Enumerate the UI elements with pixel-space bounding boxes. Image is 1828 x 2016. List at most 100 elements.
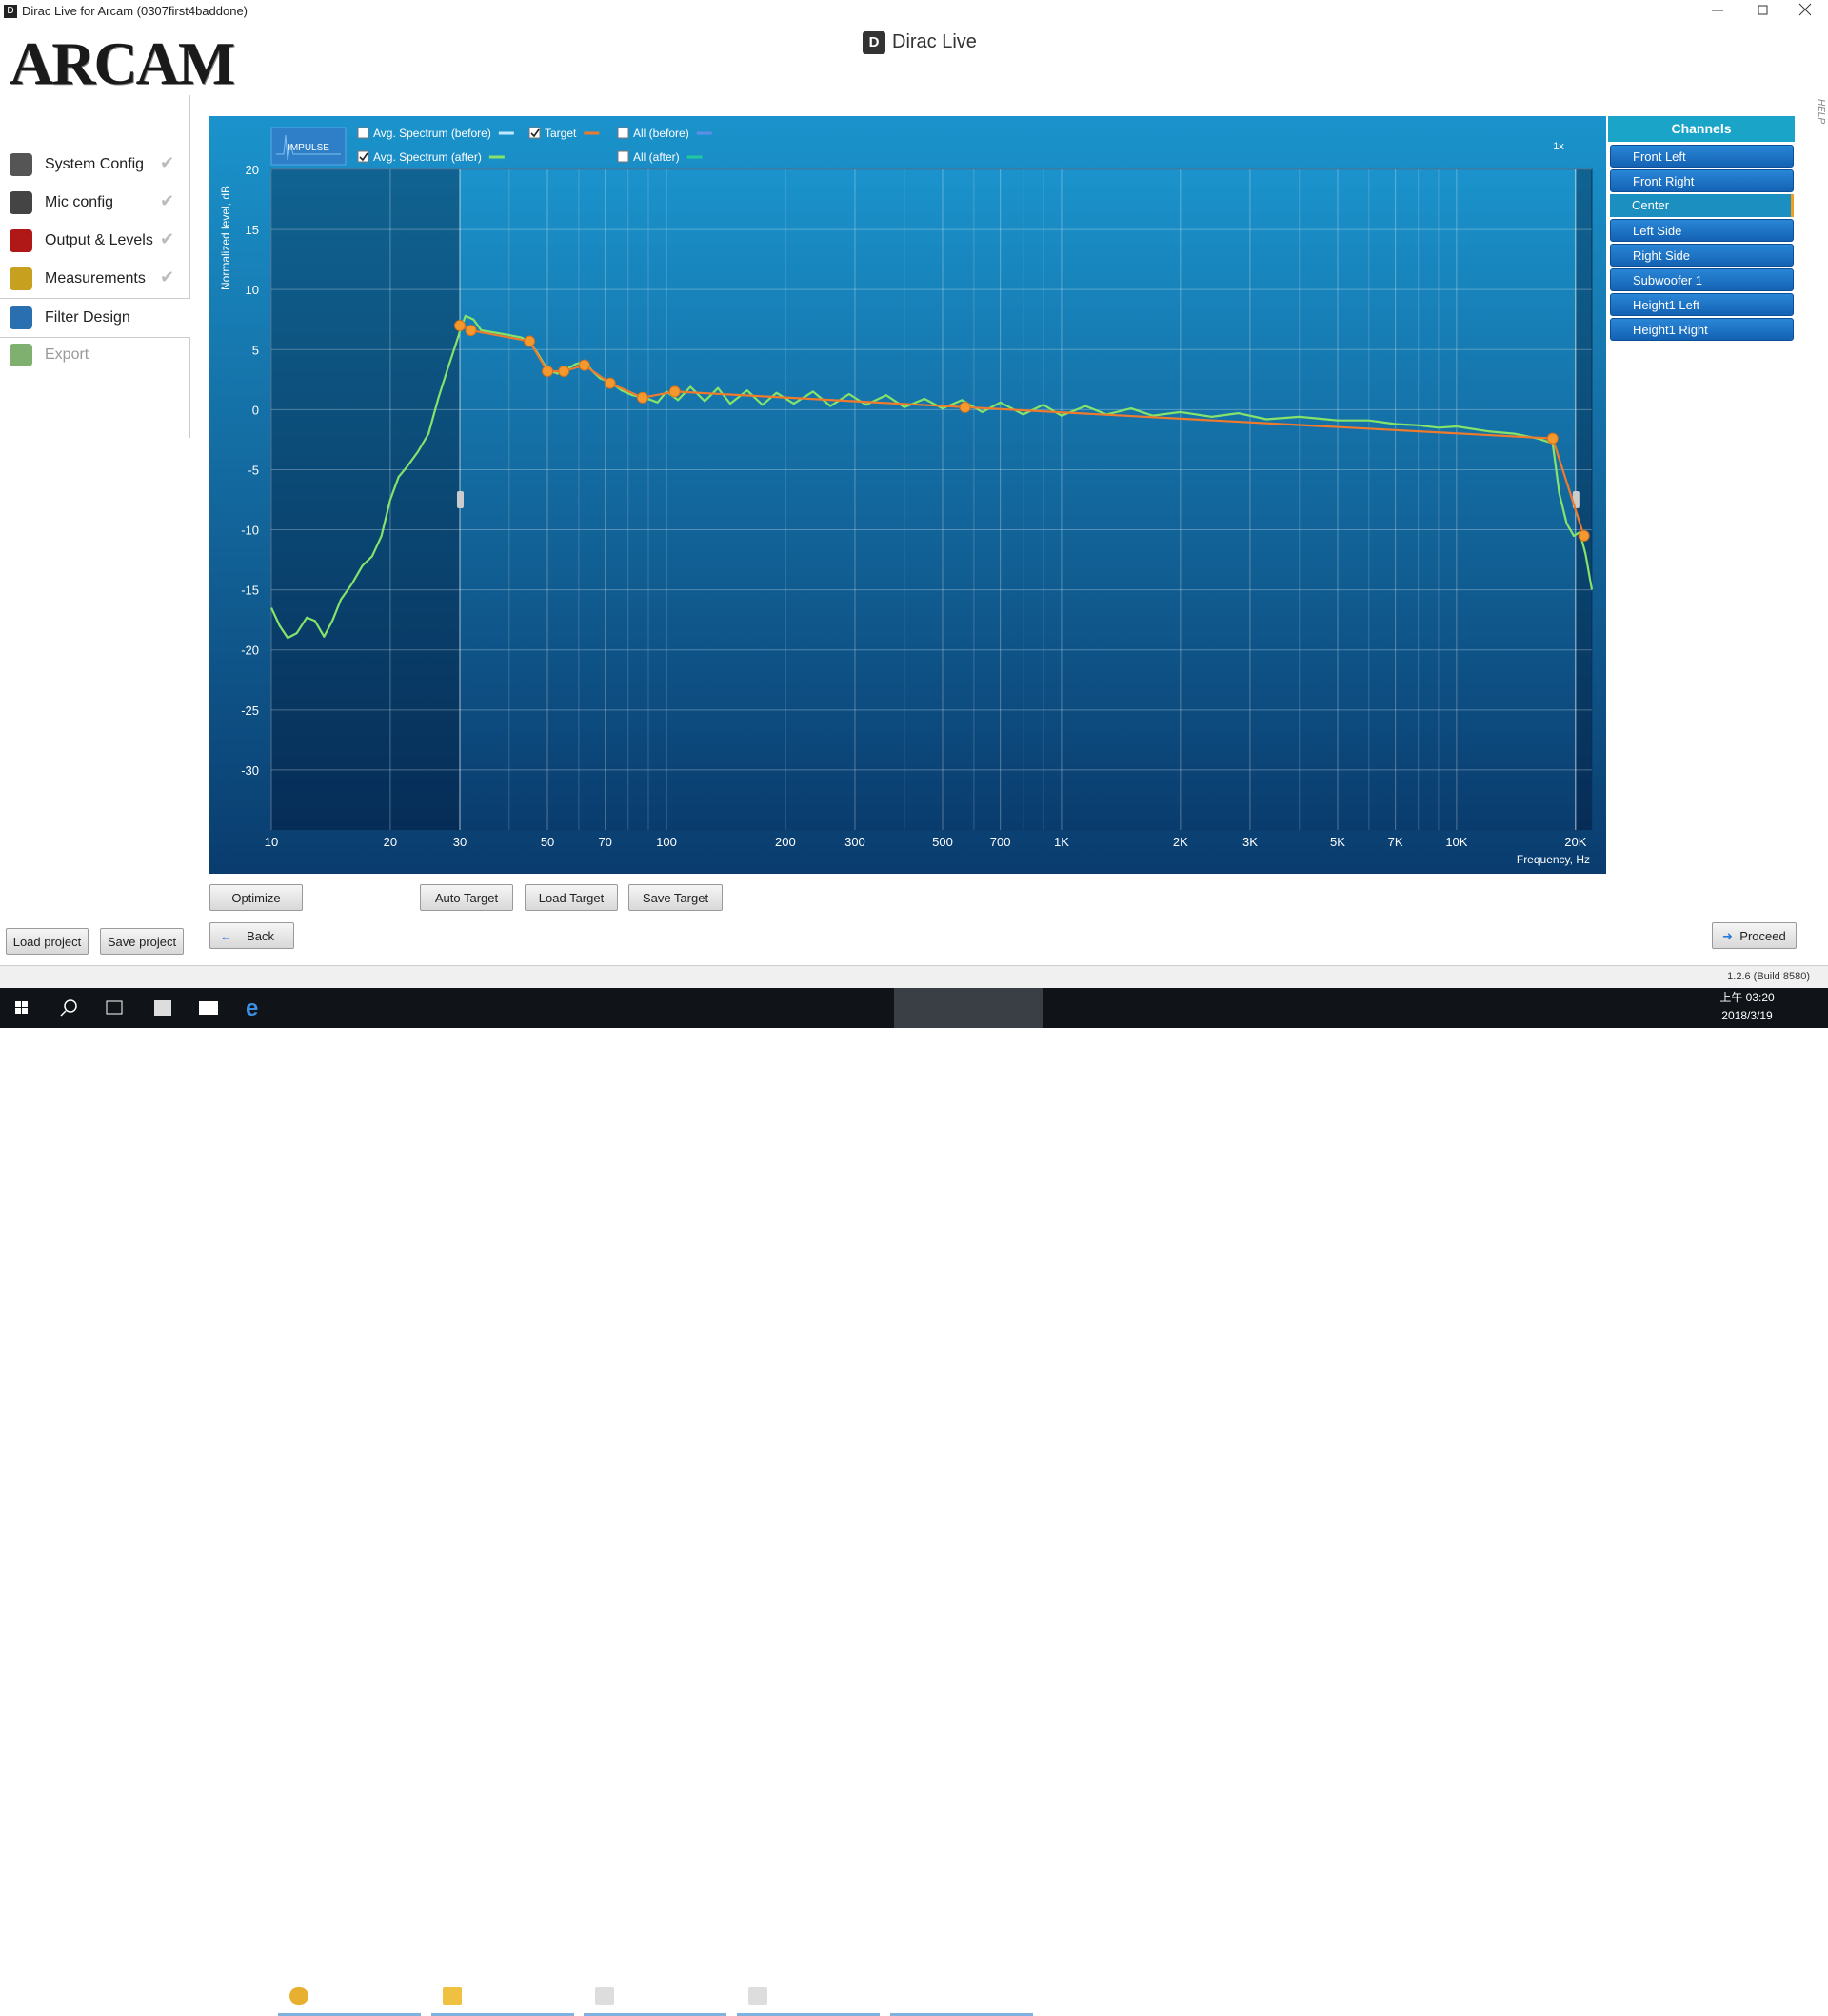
- nav-label: Output & Levels: [45, 232, 153, 248]
- active-task: [894, 988, 1043, 1028]
- nav-item[interactable]: Export: [0, 336, 190, 374]
- y-tick-label: -30: [241, 763, 259, 778]
- legend-label: All (before): [633, 127, 689, 140]
- x-tick-label: 70: [598, 835, 611, 849]
- title-bar: D Dirac Live for Arcam (0307first4baddon…: [0, 0, 1828, 25]
- legend-label: Avg. Spectrum (after): [373, 150, 482, 164]
- channel-item[interactable]: Front Left: [1610, 145, 1794, 168]
- back-label: Back: [247, 929, 274, 943]
- date: 2018/3/19: [1721, 1009, 1773, 1022]
- x-tick-label: 10K: [1445, 835, 1467, 849]
- app-icon: D: [4, 5, 17, 18]
- clock[interactable]: 上午 03:20 2018/3/19: [1714, 989, 1780, 1025]
- series-line: [459, 324, 1585, 537]
- impulse-label: IMPULSE: [288, 143, 329, 153]
- nav-label: Export: [45, 346, 89, 363]
- nav-item[interactable]: System Config ✔: [0, 146, 190, 184]
- optimize-button[interactable]: Optimize: [209, 884, 303, 911]
- channel-item[interactable]: Height1 Right: [1610, 318, 1794, 341]
- target-point: [578, 359, 590, 371]
- proceed-button[interactable]: ➜ Proceed: [1712, 922, 1797, 949]
- task-label[interactable]: 04.jpg - 相片: [622, 1988, 691, 2003]
- target-point: [542, 365, 554, 377]
- channel-item[interactable]: Left Side: [1610, 219, 1794, 242]
- task-label[interactable]: 討論群組發表新主...: [316, 1988, 426, 2003]
- y-tick-label: 0: [252, 403, 259, 417]
- save-target-button[interactable]: Save Target: [628, 884, 723, 911]
- nav-item[interactable]: Measurements ✔: [0, 260, 190, 298]
- nav-check: ✔: [160, 191, 175, 210]
- task-icon: [902, 1987, 921, 2005]
- y-tick-label: -5: [248, 463, 259, 477]
- legend-checkbox: [357, 127, 369, 139]
- plot-area: [270, 168, 1593, 831]
- load-target-button[interactable]: Load Target: [525, 884, 618, 911]
- target-point: [524, 335, 536, 347]
- back-button[interactable]: ← Back: [209, 922, 294, 949]
- impulse-button: [270, 127, 347, 166]
- nav-icon: [10, 267, 32, 290]
- x-tick-label: 7K: [1388, 835, 1403, 849]
- nav-item[interactable]: Filter Design: [0, 298, 190, 338]
- y-tick-label: 10: [246, 283, 259, 297]
- target-point: [668, 385, 681, 398]
- x-tick-label: 100: [656, 835, 677, 849]
- range-handle: [456, 491, 464, 508]
- y-tick-label: 15: [246, 223, 259, 237]
- y-tick-label: -15: [241, 583, 259, 598]
- x-tick-label: 700: [990, 835, 1011, 849]
- x-tick-label: 3K: [1242, 835, 1258, 849]
- channel-item[interactable]: Height1 Left: [1610, 293, 1794, 316]
- channel-item[interactable]: Right Side: [1610, 244, 1794, 267]
- y-tick-label: 20: [246, 163, 259, 177]
- auto-target-button[interactable]: Auto Target: [420, 884, 513, 911]
- save-project-button[interactable]: Save project: [100, 928, 184, 955]
- target-point: [465, 325, 477, 337]
- task-label[interactable]: Dirac Live for Arca...: [928, 1988, 1041, 2003]
- legend-checkbox: [617, 150, 629, 163]
- legend-label: Target: [545, 127, 577, 140]
- x-tick-label: 30: [453, 835, 467, 849]
- status-bar: 1.2.6 (Build 8580): [0, 965, 1828, 989]
- back-arrow: ←: [220, 929, 232, 943]
- task-label[interactable]: 282A1844.jpg - 相...: [775, 1988, 885, 2003]
- legend-label: Avg. Spectrum (before): [373, 127, 491, 140]
- help-tab[interactable]: HELP: [1816, 99, 1826, 125]
- task-label[interactable]: 01: [469, 1988, 484, 2003]
- nav-check: ✔: [160, 229, 175, 248]
- channel-item[interactable]: Subwoofer 1: [1610, 268, 1794, 291]
- nav-item[interactable]: Output & Levels ✔: [0, 222, 190, 260]
- target-point: [959, 401, 971, 413]
- target-point: [1546, 432, 1559, 445]
- x-tick-label: 20: [384, 835, 397, 849]
- nav-check: ✔: [160, 267, 175, 287]
- x-tick-label: 1K: [1054, 835, 1069, 849]
- proceed-arrow: ➜: [1722, 929, 1733, 943]
- legend-label: All (after): [633, 150, 680, 164]
- channel-item[interactable]: Front Right: [1610, 169, 1794, 192]
- target-point: [558, 365, 570, 377]
- proceed-label: Proceed: [1739, 929, 1786, 943]
- nav-item[interactable]: Mic config ✔: [0, 184, 190, 222]
- channel-item[interactable]: Center: [1610, 194, 1794, 217]
- task-icon: [748, 1987, 767, 2005]
- nav-icon: [10, 306, 32, 329]
- sidebar: [0, 95, 190, 438]
- x-tick-label: 200: [775, 835, 796, 849]
- dirac-icon: D: [863, 31, 885, 54]
- taskbar: e 討論群組發表新主... 01 04.jpg - 相片 282A1844.jpg -…: [0, 988, 1828, 2016]
- y-tick-label: -25: [241, 703, 259, 718]
- legend-checkbox: [357, 150, 369, 163]
- target-point: [453, 320, 466, 332]
- load-project-button[interactable]: Load project: [6, 928, 89, 955]
- nav-label: Measurements: [45, 270, 146, 287]
- nav-label: System Config: [45, 156, 145, 172]
- taskbar-icons: e: [15, 996, 258, 1021]
- window-title: Dirac Live for Arcam (0307first4baddone): [22, 4, 248, 18]
- zoom-label: 1x: [1553, 141, 1564, 152]
- window-controls[interactable]: [1695, 0, 1828, 25]
- y-axis-label: Normalized level, dB: [219, 186, 232, 290]
- ime[interactable]: 英: [1697, 1988, 1710, 2004]
